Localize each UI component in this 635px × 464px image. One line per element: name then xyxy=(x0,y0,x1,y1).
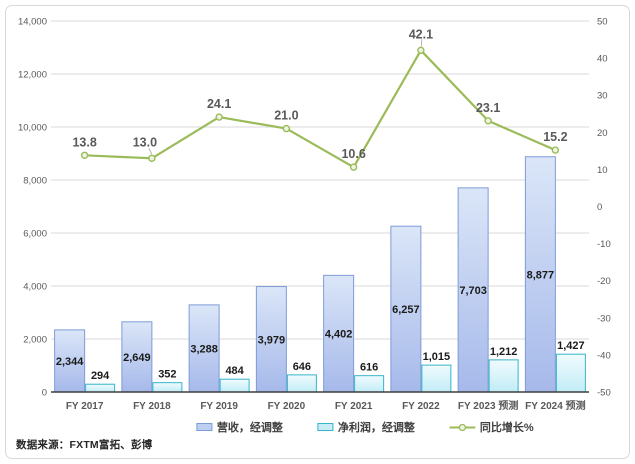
revenue-value-label: 3,288 xyxy=(190,343,218,355)
revenue-value-label: 2,649 xyxy=(123,352,151,364)
source-note: 数据来源：FXTM富拓、彭博 xyxy=(16,439,153,451)
growth-value-label: 10.6 xyxy=(341,147,365,161)
x-axis-label: FY 2021 xyxy=(335,401,373,412)
growth-value-label: 13.0 xyxy=(133,135,157,149)
right-axis-tick: 0 xyxy=(597,202,602,213)
profit-value-label: 1,015 xyxy=(423,351,451,363)
right-axis-tick: -30 xyxy=(597,313,611,324)
bar-profit-FY 2023 预测 xyxy=(488,359,519,393)
legend-label-revenue: 营收，经调整 xyxy=(216,422,283,434)
legend-item-profit: 净利润，经调整 xyxy=(316,419,415,435)
bar-revenue-FY 2024 预测 xyxy=(524,156,556,393)
profit-value-label: 646 xyxy=(293,361,311,373)
profit-value-label: 616 xyxy=(360,362,378,374)
right-axis-tick: 10 xyxy=(597,165,608,176)
growth-value-label: 42.1 xyxy=(409,27,433,41)
profit-value-label: 294 xyxy=(91,370,110,382)
profit-value-label: 1,212 xyxy=(490,346,518,358)
profit-value-label: 484 xyxy=(225,365,244,377)
right-axis-tick: 20 xyxy=(597,128,608,139)
bar-profit-FY 2019 xyxy=(219,378,250,393)
left-axis-tick: 14,000 xyxy=(18,17,47,28)
profit-swatch-icon xyxy=(316,423,333,431)
bar-revenue-FY 2021 xyxy=(323,274,355,393)
bar-profit-FY 2018 xyxy=(152,382,183,393)
growth-value-label: 15.2 xyxy=(543,130,567,144)
bar-profit-FY 2021 xyxy=(354,375,385,393)
bar-revenue-FY 2018 xyxy=(121,321,153,393)
revenue-value-label: 8,877 xyxy=(527,269,555,281)
revenue-value-label: 7,703 xyxy=(459,285,487,297)
right-axis-tick: -20 xyxy=(597,276,611,287)
x-axis-label: FY 2023 预测 xyxy=(458,399,518,412)
right-axis-tick: -40 xyxy=(597,350,611,361)
legend-label-growth: 同比增长% xyxy=(479,422,534,434)
revenue-value-label: 3,979 xyxy=(258,334,286,346)
label-leader-line xyxy=(420,39,423,47)
bar-revenue-FY 2020 xyxy=(255,286,287,393)
right-axis-tick: 40 xyxy=(597,54,608,65)
x-axis-label: FY 2024 预测 xyxy=(525,399,585,412)
profit-value-label: 1,427 xyxy=(557,340,585,352)
right-axis-tick: -10 xyxy=(597,239,611,250)
label-leader-line xyxy=(148,148,153,155)
revenue-value-label: 4,402 xyxy=(325,329,353,341)
growth-point-FY 2020 xyxy=(282,124,291,133)
bar-profit-FY 2024 预测 xyxy=(555,353,586,393)
right-axis-tick: -50 xyxy=(597,388,611,399)
growth-point-FY 2018 xyxy=(148,154,156,162)
growth-line xyxy=(84,49,556,169)
left-axis-tick: 2,000 xyxy=(23,335,47,346)
growth-value-label: 24.1 xyxy=(207,97,231,111)
legend-item-revenue: 营收，经调整 xyxy=(195,419,283,435)
right-axis-tick: 30 xyxy=(597,91,608,102)
profit-value-label: 352 xyxy=(158,369,176,381)
growth-point-FY 2023 预测 xyxy=(484,117,492,125)
bar-revenue-FY 2019 xyxy=(188,304,220,393)
left-axis-tick: 6,000 xyxy=(23,229,47,240)
growth-point-FY 2022 xyxy=(417,46,425,55)
left-axis-tick: 10,000 xyxy=(18,123,47,134)
revenue-value-label: 2,344 xyxy=(56,356,84,368)
left-axis-tick: 12,000 xyxy=(18,70,47,81)
growth-point-FY 2024 预测 xyxy=(551,146,560,154)
growth-point-FY 2021 xyxy=(349,163,358,171)
x-axis-label: FY 2020 xyxy=(268,401,306,412)
x-axis-label: FY 2017 xyxy=(66,401,104,412)
bar-revenue-FY 2022 xyxy=(390,225,422,393)
legend-label-profit: 净利润，经调整 xyxy=(337,422,415,434)
growth-value-label: 13.8 xyxy=(72,135,96,149)
bar-profit-FY 2017 xyxy=(85,383,116,393)
growth-point-FY 2017 xyxy=(80,151,89,160)
legend-item-growth: 同比增长% xyxy=(448,419,534,435)
revenue-swatch-icon xyxy=(195,423,212,431)
left-axis-tick: 4,000 xyxy=(23,282,47,293)
bar-revenue-FY 2023 预测 xyxy=(457,187,489,393)
growth-point-FY 2019 xyxy=(215,113,223,121)
revenue-value-label: 6,257 xyxy=(392,304,420,316)
left-axis-tick: 8,000 xyxy=(23,176,47,187)
x-axis-label: FY 2018 xyxy=(133,401,171,412)
growth-line-swatch-icon xyxy=(448,423,475,431)
bar-profit-FY 2022 xyxy=(421,364,452,393)
chart-legend: 营收，经调整 净利润，经调整 同比增长% xyxy=(195,419,534,435)
growth-value-label: 21.0 xyxy=(274,109,298,123)
bar-profit-FY 2020 xyxy=(286,374,317,393)
right-axis-tick: 50 xyxy=(597,17,608,28)
x-axis-label: FY 2019 xyxy=(200,401,238,412)
left-axis-tick: 0 xyxy=(42,388,47,399)
growth-value-label: 23.1 xyxy=(476,101,500,115)
x-axis-label: FY 2022 xyxy=(402,401,440,412)
combo-chart: 0 2,000 4,000 6,000 8,000 10,000 12,000 14,000 -… xyxy=(18,17,611,413)
